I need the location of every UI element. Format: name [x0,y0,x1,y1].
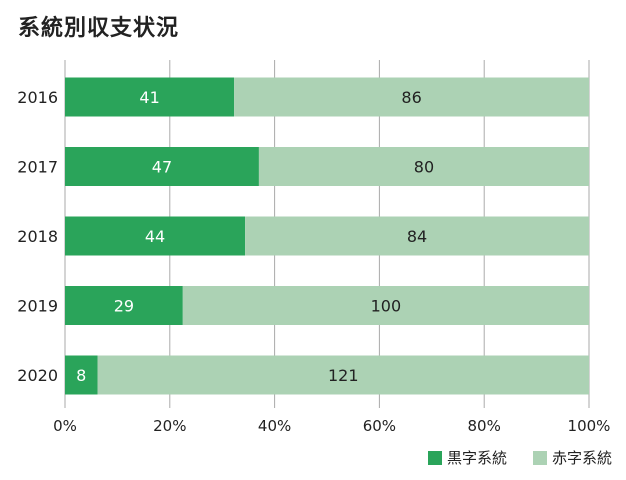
legend-label-red: 赤字系統 [551,449,612,467]
x-tick-label: 100% [568,417,611,435]
data-label-red-system: 121 [328,366,359,385]
data-label-black-system: 44 [145,227,165,246]
chart-title: 系統別収支状況 [18,16,180,41]
bar-red-system [182,286,589,325]
bar-black-system [65,147,259,186]
x-tick-label: 20% [153,417,186,435]
bar-red-system [258,147,589,186]
legend-swatch-black [427,450,442,465]
legend-item-black: 黒字系統 [427,447,507,468]
x-tick-label: 40% [258,417,291,435]
legend-label-black: 黒字系統 [446,449,507,467]
data-label-red-system: 100 [371,297,402,316]
x-tick-label: 80% [468,417,501,435]
bar-red-system [245,216,589,256]
y-category-label: 2018 [17,227,58,246]
data-label-black-system: 47 [152,158,172,177]
bar-red-system [234,77,590,117]
data-label-black-system: 29 [114,297,134,316]
legend: 黒字系統 赤字系統 [427,447,612,468]
data-label-red-system: 84 [407,227,427,246]
legend-swatch-red [532,450,547,465]
legend-item-red: 赤字系統 [532,447,612,468]
data-label-red-system: 86 [401,88,421,107]
y-category-label: 2016 [17,88,58,107]
bar-black-system [65,216,246,256]
bar-black-system [65,286,183,325]
data-label-red-system: 80 [414,158,434,177]
y-category-label: 2020 [17,366,58,385]
bar-black-system [65,355,98,395]
x-tick-label: 60% [363,417,396,435]
data-label-black-system: 41 [139,88,159,107]
x-tick-label: 0% [53,417,77,435]
data-label-black-system: 8 [76,366,86,385]
y-category-label: 2019 [17,297,58,316]
bar-black-system [65,77,235,117]
bar-red-system [97,355,589,395]
y-category-label: 2017 [17,158,58,177]
